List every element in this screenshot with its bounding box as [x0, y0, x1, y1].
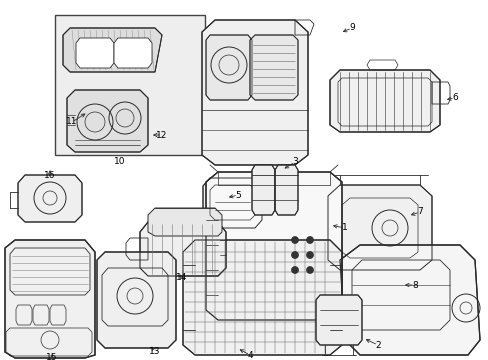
Circle shape: [306, 237, 313, 243]
Polygon shape: [148, 208, 222, 236]
Polygon shape: [18, 175, 82, 222]
Polygon shape: [339, 245, 479, 355]
Polygon shape: [183, 240, 341, 355]
Polygon shape: [203, 178, 262, 228]
Polygon shape: [251, 165, 274, 215]
Circle shape: [291, 266, 298, 274]
Polygon shape: [76, 38, 114, 68]
Polygon shape: [249, 35, 297, 100]
Circle shape: [291, 237, 298, 243]
Polygon shape: [329, 70, 439, 132]
Polygon shape: [5, 240, 95, 358]
Polygon shape: [205, 172, 341, 320]
Text: 7: 7: [416, 207, 422, 216]
Text: 1: 1: [342, 224, 347, 233]
Circle shape: [306, 252, 313, 258]
Circle shape: [306, 266, 313, 274]
Polygon shape: [63, 28, 162, 72]
Text: 6: 6: [451, 94, 457, 103]
Text: 10: 10: [114, 158, 125, 166]
Text: 4: 4: [246, 351, 252, 360]
Text: 12: 12: [156, 130, 167, 139]
Polygon shape: [327, 185, 431, 270]
Polygon shape: [274, 165, 297, 215]
Text: 15: 15: [46, 354, 58, 360]
Polygon shape: [205, 35, 251, 100]
Polygon shape: [97, 252, 176, 348]
Polygon shape: [114, 38, 152, 68]
Text: 13: 13: [149, 347, 161, 356]
Text: 16: 16: [44, 171, 56, 180]
Text: 11: 11: [66, 117, 78, 126]
Polygon shape: [202, 20, 307, 165]
Text: 14: 14: [176, 274, 187, 283]
Text: 2: 2: [374, 341, 380, 350]
Text: 8: 8: [411, 280, 417, 289]
Bar: [55, 15, 204, 155]
Text: 9: 9: [348, 23, 354, 32]
Text: 5: 5: [235, 190, 241, 199]
Polygon shape: [67, 90, 148, 152]
Circle shape: [291, 252, 298, 258]
Polygon shape: [315, 295, 361, 345]
Text: 3: 3: [291, 158, 297, 166]
Polygon shape: [140, 222, 225, 276]
